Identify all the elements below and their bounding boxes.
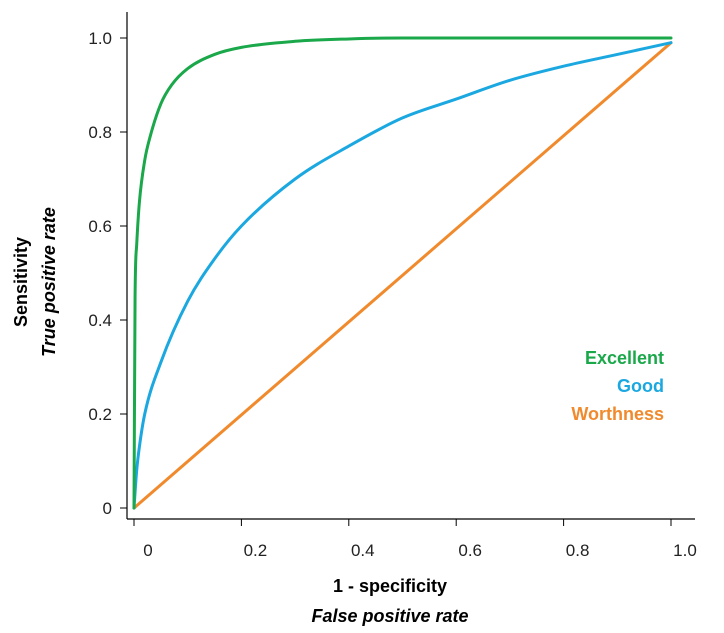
x-axis-title: 1 - specificity	[333, 576, 447, 596]
y-tick-label: 1.0	[88, 29, 112, 48]
y-tick-label: 0.8	[88, 123, 112, 142]
legend: Excellent Good Worthness	[571, 348, 664, 424]
series-line-worthness	[132, 41, 673, 510]
x-tick-label: 1.0	[673, 541, 697, 560]
x-axis-subtitle: False positive rate	[311, 606, 468, 626]
x-tick-label: 0	[143, 541, 152, 560]
y-tick-label: 0.4	[88, 311, 112, 330]
series-layer	[132, 36, 673, 510]
y-axis-title: Sensitivity	[11, 237, 31, 327]
x-tick-label: 0.4	[351, 541, 375, 560]
ticks-layer: 0 0.2 0.4 0.6 0.8 1.0 0 0.2 0.4 0.6 0.8 1.0	[88, 29, 696, 560]
y-tick-label: 0.2	[88, 405, 112, 424]
series-line-excellent	[132, 36, 673, 510]
legend-entry-good: Good	[617, 376, 664, 396]
legend-entry-worthness: Worthness	[571, 404, 664, 424]
series-line-good	[132, 41, 673, 510]
x-tick-label: 0.2	[244, 541, 268, 560]
y-tick-label: 0	[103, 499, 112, 518]
legend-entry-excellent: Excellent	[585, 348, 664, 368]
y-axis-subtitle: True positive rate	[39, 207, 59, 357]
axis-titles: 1 - specificity False positive rate Sens…	[11, 207, 469, 626]
x-tick-label: 0.6	[458, 541, 482, 560]
x-tick-label: 0.8	[566, 541, 590, 560]
y-tick-label: 0.6	[88, 217, 112, 236]
axes-layer	[126, 12, 695, 520]
